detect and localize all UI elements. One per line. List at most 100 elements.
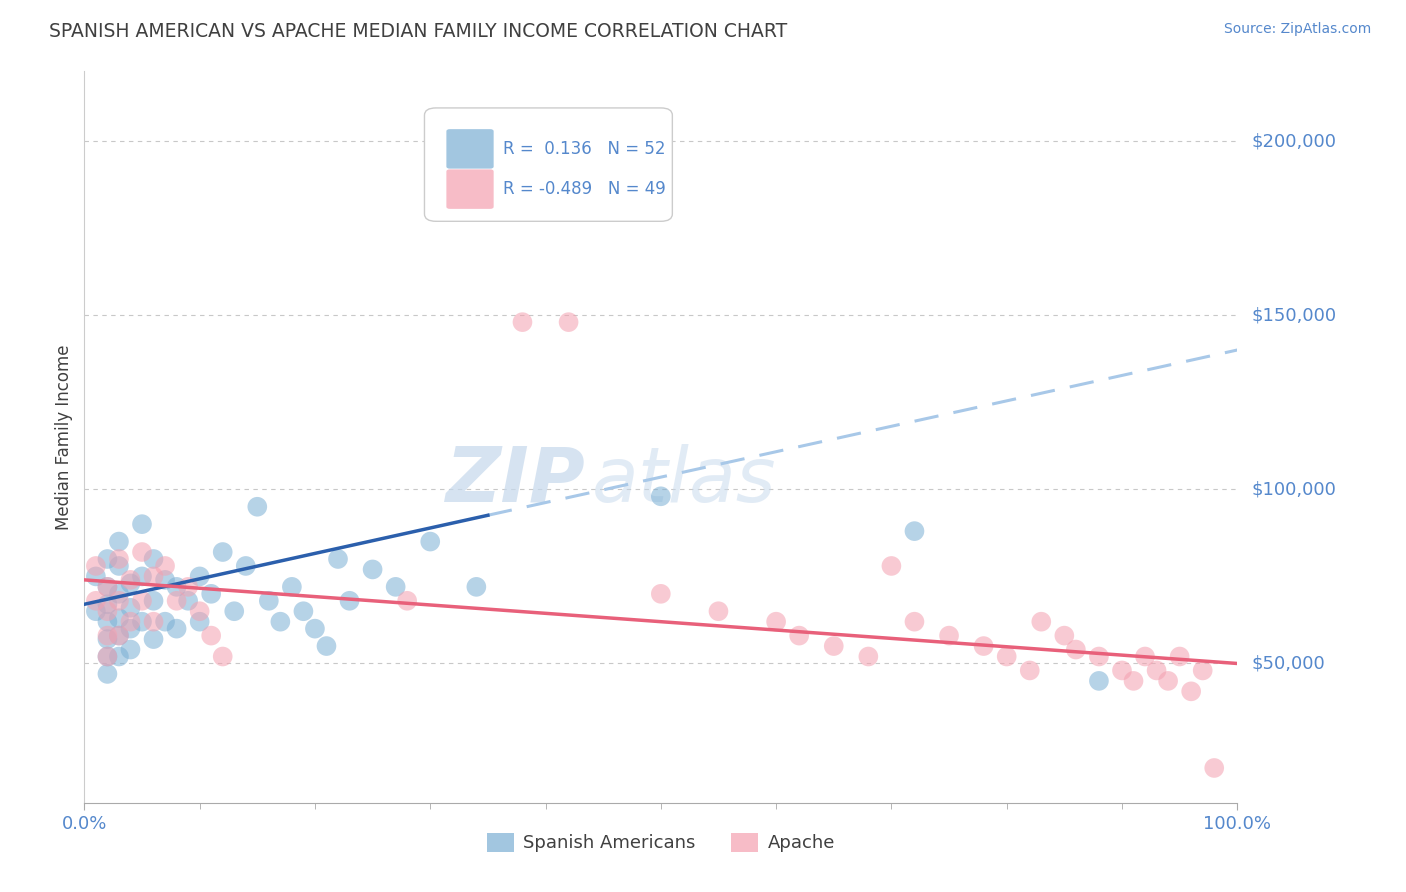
Text: $50,000: $50,000 <box>1251 655 1324 673</box>
Point <box>108 558 131 573</box>
Point <box>108 534 131 549</box>
Point <box>1191 664 1213 678</box>
Point <box>108 587 131 601</box>
Point <box>361 562 384 576</box>
FancyBboxPatch shape <box>446 129 494 169</box>
Point <box>1088 673 1111 688</box>
Point <box>96 649 118 664</box>
Point <box>339 594 361 608</box>
Point <box>96 597 118 611</box>
Point <box>246 500 269 514</box>
Point <box>96 615 118 629</box>
Point <box>1111 664 1133 678</box>
Point <box>84 558 107 573</box>
Point <box>177 594 200 608</box>
Point <box>177 580 200 594</box>
Point <box>1157 673 1180 688</box>
Point <box>84 594 107 608</box>
Point <box>96 604 118 618</box>
Point <box>131 517 153 532</box>
Point <box>235 558 257 573</box>
Point <box>96 632 118 646</box>
Point <box>166 594 188 608</box>
Point <box>142 615 165 629</box>
Point <box>96 649 118 664</box>
Point <box>108 552 131 566</box>
Point <box>858 649 880 664</box>
Point <box>880 558 903 573</box>
Point <box>108 629 131 643</box>
Point <box>257 594 280 608</box>
Point <box>1031 615 1053 629</box>
Point <box>1064 642 1087 657</box>
Point <box>315 639 337 653</box>
Point <box>1088 649 1111 664</box>
Point <box>650 489 672 503</box>
Point <box>707 604 730 618</box>
Point <box>166 580 188 594</box>
Point <box>1122 673 1144 688</box>
Point <box>188 569 211 583</box>
Point <box>96 667 118 681</box>
Point <box>131 569 153 583</box>
Point <box>1168 649 1191 664</box>
Point <box>903 615 925 629</box>
Text: $200,000: $200,000 <box>1251 132 1336 150</box>
Point <box>938 629 960 643</box>
Point <box>903 524 925 538</box>
Point <box>292 604 315 618</box>
Point <box>120 573 142 587</box>
Point <box>650 587 672 601</box>
Text: R =  0.136   N = 52: R = 0.136 N = 52 <box>503 140 665 158</box>
Point <box>224 604 246 618</box>
Point <box>96 629 118 643</box>
Point <box>108 649 131 664</box>
Point <box>973 639 995 653</box>
Point <box>200 629 222 643</box>
Point <box>153 573 176 587</box>
Point <box>512 315 534 329</box>
Text: atlas: atlas <box>592 444 776 518</box>
Point <box>84 604 107 618</box>
Point <box>765 615 787 629</box>
Point <box>211 545 233 559</box>
Point <box>108 629 131 643</box>
Point <box>419 534 441 549</box>
Text: $100,000: $100,000 <box>1251 480 1336 499</box>
Point <box>1180 684 1202 698</box>
Point <box>211 649 233 664</box>
Point <box>1133 649 1156 664</box>
Text: R = -0.489   N = 49: R = -0.489 N = 49 <box>503 180 665 198</box>
Point <box>120 622 142 636</box>
Point <box>153 615 176 629</box>
Point <box>142 569 165 583</box>
Point <box>1053 629 1076 643</box>
Point <box>166 622 188 636</box>
Point <box>131 545 153 559</box>
Point <box>131 615 153 629</box>
Point <box>1146 664 1168 678</box>
Point <box>120 600 142 615</box>
Point <box>120 642 142 657</box>
Text: Source: ZipAtlas.com: Source: ZipAtlas.com <box>1223 22 1371 37</box>
Point <box>465 580 488 594</box>
Text: $150,000: $150,000 <box>1251 306 1336 324</box>
Point <box>131 594 153 608</box>
Point <box>108 594 131 608</box>
Point <box>84 569 107 583</box>
Point <box>396 594 419 608</box>
Text: SPANISH AMERICAN VS APACHE MEDIAN FAMILY INCOME CORRELATION CHART: SPANISH AMERICAN VS APACHE MEDIAN FAMILY… <box>49 22 787 41</box>
Point <box>384 580 406 594</box>
Point <box>142 632 165 646</box>
Text: ZIP: ZIP <box>446 444 586 518</box>
Point <box>281 580 304 594</box>
Point <box>269 615 291 629</box>
Point <box>326 552 349 566</box>
FancyBboxPatch shape <box>446 169 494 209</box>
Point <box>1018 664 1040 678</box>
Point <box>96 552 118 566</box>
Point <box>557 315 579 329</box>
Point <box>96 580 118 594</box>
Point <box>787 629 810 643</box>
Point <box>120 615 142 629</box>
